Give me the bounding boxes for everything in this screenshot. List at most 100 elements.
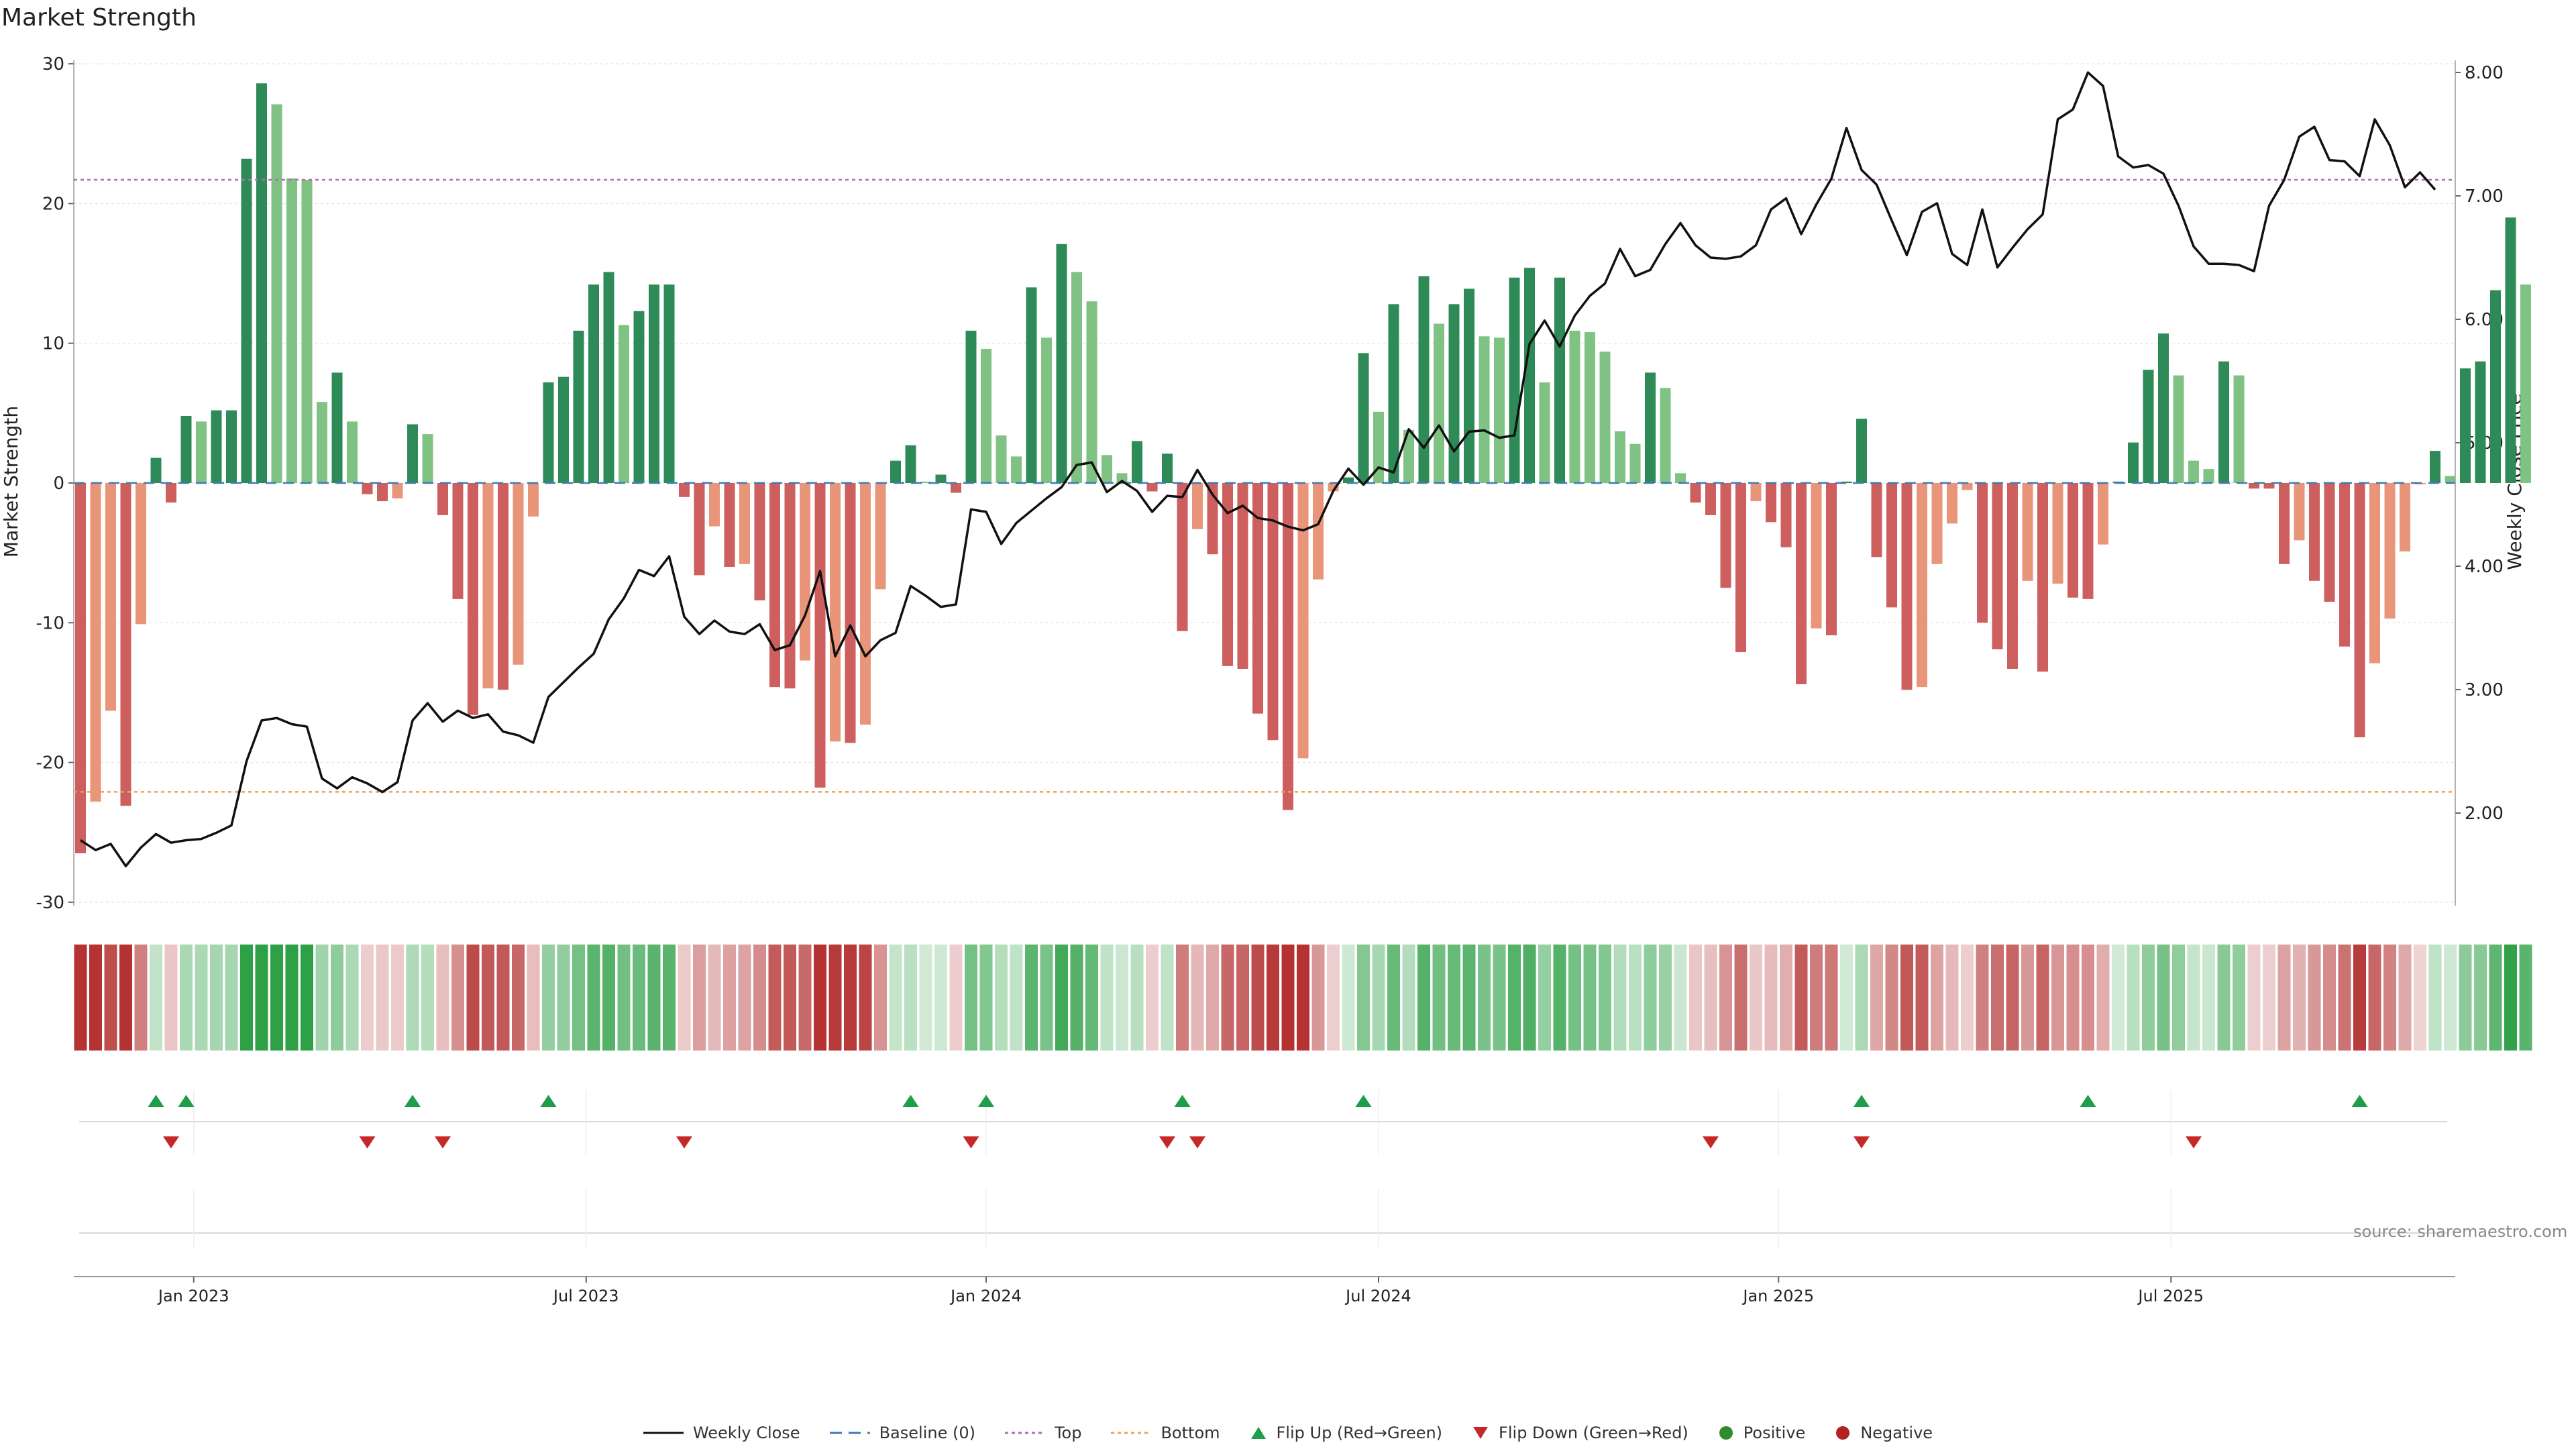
heat-cell <box>1599 945 1611 1051</box>
strength-bar <box>1252 483 1263 714</box>
strength-bar <box>1539 382 1550 483</box>
heat-cell <box>1251 945 1265 1051</box>
strength-bar <box>2158 333 2169 483</box>
flip-down-marker <box>435 1136 451 1148</box>
strength-bar <box>709 483 720 527</box>
strength-bar <box>1705 483 1716 515</box>
heat-cell <box>1840 945 1853 1051</box>
strength-bar <box>2324 483 2335 602</box>
strength-bar <box>619 325 629 483</box>
heat-cell <box>1161 945 1174 1051</box>
strength-bar <box>981 349 991 483</box>
strength-bar <box>1796 483 1807 684</box>
tick-label: 10 <box>42 334 64 354</box>
legend-label: Negative <box>1860 1424 1933 1442</box>
strength-bar <box>1841 481 1852 483</box>
heat-cell <box>1402 945 1415 1051</box>
tick-label: 8.00 <box>2465 63 2504 83</box>
heat-cell <box>2172 945 2185 1051</box>
strength-bar <box>2445 476 2456 483</box>
strength-bar <box>1494 337 1505 483</box>
heat-cell <box>1553 945 1566 1051</box>
x-axis: Jan 2023 Jul 2023 Jan 2024 Jul 2024 Jan 2025… <box>74 1276 2455 1305</box>
strength-bar <box>1041 337 1052 483</box>
heat-cell <box>89 945 102 1051</box>
flip-down-marker <box>359 1136 376 1148</box>
heat-cell <box>647 945 661 1051</box>
heat-cell <box>482 945 494 1051</box>
strength-bar <box>2082 483 2094 599</box>
strength-bar <box>2188 460 2199 483</box>
heat-cell <box>331 945 343 1051</box>
strength-bar <box>1992 483 2003 649</box>
strength-bar <box>1871 483 1882 557</box>
strength-bar <box>1947 483 1957 524</box>
heat-cell <box>195 945 208 1051</box>
tick-label: -20 <box>36 753 64 773</box>
heat-cell <box>421 945 434 1051</box>
legend-dotted-icon <box>1004 1432 1045 1434</box>
tick-label: 7.00 <box>2465 186 2504 207</box>
heat-cell <box>1583 945 1597 1051</box>
heat-cell <box>1885 945 1898 1051</box>
strength-bar <box>2279 483 2290 564</box>
heat-cell <box>1493 945 1506 1051</box>
flip-up-marker <box>2080 1095 2096 1107</box>
strength-bar <box>769 483 780 688</box>
heat-cell <box>1116 945 1128 1051</box>
strength-bar <box>1675 473 1686 483</box>
strength-bar <box>150 458 162 483</box>
strength-bar <box>1237 483 1248 669</box>
heat-cell <box>874 945 887 1051</box>
strength-bars <box>75 83 2531 853</box>
strength-bar <box>528 483 539 517</box>
heat-cell <box>150 945 162 1051</box>
heat-cell <box>436 945 449 1051</box>
heat-cell <box>104 945 117 1051</box>
strength-bar <box>1585 332 1595 483</box>
legend-dotted-icon <box>1111 1432 1152 1434</box>
heat-cell <box>1297 945 1309 1051</box>
strength-bar <box>754 483 765 600</box>
strength-bar <box>1977 483 1988 623</box>
strength-bar <box>437 483 448 515</box>
heat-cell <box>451 945 464 1051</box>
legend-label: Baseline (0) <box>879 1424 975 1442</box>
strength-bar <box>1901 483 1913 690</box>
strength-bar <box>935 474 947 483</box>
heat-cell <box>2277 945 2291 1051</box>
heat-cell <box>663 945 676 1051</box>
strength-bar <box>1464 288 1474 483</box>
strength-bar <box>1267 483 1279 741</box>
strength-bar <box>1524 268 1535 483</box>
strength-bar <box>2490 290 2501 483</box>
heat-cell <box>2082 945 2094 1051</box>
strength-bar <box>1645 372 1656 483</box>
heat-cell <box>1794 945 1808 1051</box>
strength-bar <box>951 483 961 493</box>
heat-cell <box>376 945 389 1051</box>
heat-cell <box>1523 945 1536 1051</box>
strength-bar <box>1388 304 1399 483</box>
strength-bar <box>180 416 192 483</box>
strength-bar <box>543 382 554 483</box>
strength-bar <box>2384 483 2396 619</box>
heat-cell <box>1629 945 1642 1051</box>
heat-cell <box>1991 945 2004 1051</box>
strength-bar <box>663 284 675 483</box>
heat-cell <box>889 945 902 1051</box>
strength-bar <box>422 434 433 483</box>
heat-cell <box>1659 945 1672 1051</box>
strength-heat-strip <box>74 945 2532 1051</box>
heat-cell <box>1976 945 1989 1051</box>
heat-cell <box>1810 945 1823 1051</box>
strength-bar <box>2430 451 2440 483</box>
heat-cell <box>2293 945 2306 1051</box>
strength-bar <box>2249 483 2259 489</box>
legend-label: Top <box>1054 1424 1082 1442</box>
flip-up-marker <box>405 1095 421 1107</box>
flip-up-marker <box>148 1095 164 1107</box>
heat-cell <box>678 945 691 1051</box>
strength-bar <box>241 158 252 483</box>
heat-cell <box>2263 945 2275 1051</box>
